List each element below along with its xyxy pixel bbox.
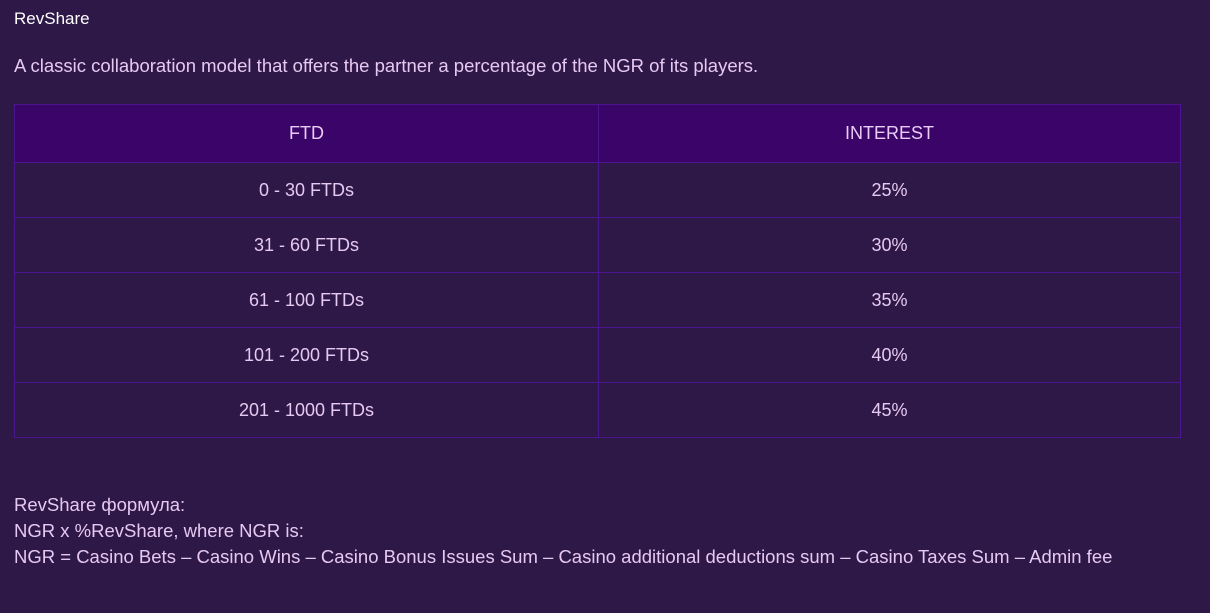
table-row: 201 - 1000 FTDs 45%: [14, 382, 1181, 438]
ftd-range-cell: 201 - 1000 FTDs: [14, 382, 599, 438]
formula-heading: RevShare формула:: [14, 494, 186, 515]
interest-cell: 30%: [598, 217, 1181, 273]
interest-cell: 25%: [598, 162, 1181, 218]
table-row: 31 - 60 FTDs 30%: [14, 217, 1181, 273]
ftd-range-cell: 61 - 100 FTDs: [14, 272, 599, 328]
formula-line: NGR x %RevShare, where NGR is:: [14, 520, 304, 541]
table-row: 101 - 200 FTDs 40%: [14, 327, 1181, 383]
interest-cell: 35%: [598, 272, 1181, 328]
table-row: 0 - 30 FTDs 25%: [14, 162, 1181, 218]
ftd-range-cell: 31 - 60 FTDs: [14, 217, 599, 273]
interest-cell: 40%: [598, 327, 1181, 383]
revshare-table: FTD INTEREST 0 - 30 FTDs 25% 31 - 60 FTD…: [14, 104, 1181, 438]
interest-cell: 45%: [598, 382, 1181, 438]
ftd-range-cell: 0 - 30 FTDs: [14, 162, 599, 218]
column-header-interest: INTEREST: [598, 104, 1181, 163]
page-title: RevShare: [14, 9, 90, 28]
table-header-row: FTD INTEREST: [14, 104, 1181, 163]
intro-text: A classic collaboration model that offer…: [14, 55, 759, 76]
formula-definition: NGR = Casino Bets – Casino Wins – Casino…: [14, 546, 1113, 567]
formula-section: RevShare формула: NGR x %RevShare, where…: [14, 492, 1184, 570]
column-header-ftd: FTD: [14, 104, 599, 163]
table-row: 61 - 100 FTDs 35%: [14, 272, 1181, 328]
ftd-range-cell: 101 - 200 FTDs: [14, 327, 599, 383]
